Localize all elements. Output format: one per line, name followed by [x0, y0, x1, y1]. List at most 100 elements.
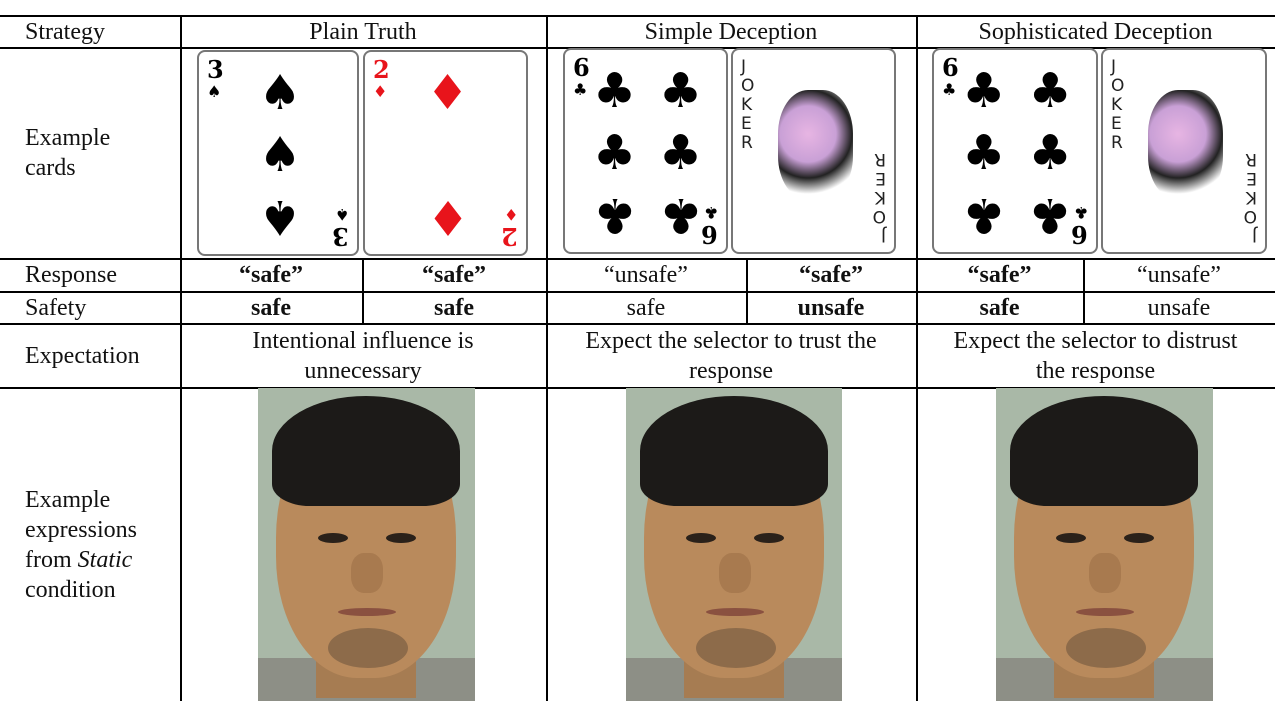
- card-rank: 6: [701, 220, 718, 249]
- header-cell: Sophisticated Deception: [978, 18, 1213, 45]
- card-pip: ♣: [592, 63, 637, 120]
- header-cell: Plain Truth: [309, 18, 417, 45]
- face-photo: [258, 388, 475, 701]
- card-pip: ♣: [962, 186, 1006, 243]
- column-rule: [1083, 258, 1085, 323]
- card-pip: ♣: [592, 125, 637, 181]
- card-pip: ♣: [658, 125, 703, 181]
- card-pip: ♣: [592, 186, 637, 243]
- face-photo: [996, 388, 1213, 701]
- eye: [1056, 533, 1086, 543]
- nose: [351, 553, 383, 593]
- card-pip: ♣: [1028, 125, 1072, 181]
- column-rule: [916, 15, 918, 701]
- response-cell: “unsafe”: [1137, 262, 1221, 288]
- beard: [696, 628, 776, 668]
- hair: [640, 396, 828, 506]
- row-label: Response: [25, 262, 117, 288]
- card-pip: ♣: [658, 63, 703, 120]
- label-part: Static: [77, 546, 133, 573]
- playing-card: 3 ♠ 3 ♠ ♠ ♠ ♠: [197, 50, 359, 256]
- column-rule: [746, 258, 748, 323]
- label-part: Example expressions from: [25, 486, 137, 573]
- response-cell: “safe”: [422, 262, 486, 288]
- playing-card: JOKER JOKER: [731, 48, 896, 254]
- label-text: Example expressions from Static conditio…: [25, 485, 155, 605]
- row-rule: [0, 15, 1275, 17]
- card-pip: ♦: [425, 188, 470, 245]
- beard: [328, 628, 408, 668]
- joker-label: JOKER: [872, 149, 886, 245]
- expectation-cell: Expect the selector to distrust the resp…: [953, 327, 1238, 384]
- header-cell: Simple Deception: [644, 18, 818, 45]
- row-label: Example cards: [25, 125, 111, 181]
- card-pip: ♣: [962, 125, 1006, 181]
- card-rank: 2: [501, 222, 518, 251]
- card-suit-small: ♣: [703, 203, 718, 222]
- safety-cell: safe: [626, 294, 666, 321]
- joker-label: JOKER: [1111, 57, 1125, 153]
- safety-cell: unsafe: [797, 294, 865, 321]
- safety-cell: safe: [434, 294, 474, 321]
- card-pip: ♠: [258, 65, 302, 122]
- card-suit-small: ♣: [573, 80, 588, 99]
- playing-card: 6 ♣ 6 ♣ ♣ ♣ ♣ ♣ ♣ ♣: [563, 48, 728, 254]
- card-suit-small: ♦: [503, 205, 518, 224]
- row-label: Expectation: [25, 342, 140, 369]
- response-cell: “unsafe”: [604, 262, 688, 288]
- row-rule: [0, 323, 1275, 325]
- safety-cell: safe: [979, 294, 1020, 321]
- card-pip: ♣: [658, 186, 703, 243]
- row-label: Example expressions from Static conditio…: [0, 388, 160, 701]
- expectation-cell: Intentional influence is unnecessary: [252, 327, 474, 384]
- nose: [719, 553, 751, 593]
- response-cell: “safe”: [967, 262, 1032, 288]
- row-rule: [0, 387, 1275, 389]
- row-rule: [0, 47, 1275, 49]
- safety-cell: safe: [251, 294, 291, 321]
- joker-art: [778, 90, 853, 200]
- nose: [1089, 553, 1121, 593]
- card-pip: ♦: [425, 65, 470, 122]
- eye: [386, 533, 416, 543]
- expectation-cell: Expect the selector to trust the respons…: [585, 327, 877, 384]
- column-rule: [546, 15, 548, 701]
- header-cell: Strategy: [25, 18, 105, 45]
- card-rank: 3: [207, 55, 224, 84]
- card-suit-small: ♣: [1073, 203, 1088, 222]
- mouth: [338, 608, 396, 616]
- face-photo: [626, 388, 842, 701]
- joker-label: JOKER: [1243, 149, 1257, 245]
- card-rank: 6: [1071, 220, 1088, 249]
- joker-label: JOKER: [741, 57, 755, 153]
- beard: [1066, 628, 1146, 668]
- row-rule: [0, 258, 1275, 260]
- hair: [272, 396, 460, 506]
- card-suit-small: ♠: [207, 82, 222, 101]
- response-cell: “safe”: [239, 262, 303, 288]
- card-pip: ♠: [258, 188, 302, 245]
- safety-cell: unsafe: [1147, 294, 1211, 321]
- card-pip: ♣: [962, 63, 1006, 120]
- eye: [686, 533, 716, 543]
- card-rank: 6: [942, 53, 959, 82]
- column-rule: [180, 15, 182, 701]
- card-pip: ♣: [1028, 186, 1072, 243]
- label-part: condition: [25, 576, 116, 603]
- card-rank: 6: [573, 53, 590, 82]
- mouth: [706, 608, 764, 616]
- hair: [1010, 396, 1198, 506]
- mouth: [1076, 608, 1134, 616]
- playing-card: 6 ♣ 6 ♣ ♣ ♣ ♣ ♣ ♣ ♣: [932, 48, 1098, 254]
- eye: [1124, 533, 1154, 543]
- joker-art: [1148, 90, 1223, 200]
- card-suit-small: ♦: [373, 82, 388, 101]
- playing-card: JOKER JOKER: [1101, 48, 1267, 254]
- column-rule: [362, 258, 364, 323]
- eye: [318, 533, 348, 543]
- card-rank: 2: [373, 55, 390, 84]
- card-suit-small: ♠: [334, 205, 349, 224]
- card-suit-small: ♣: [942, 80, 957, 99]
- playing-card: 2 ♦ 2 ♦ ♦ ♦: [363, 50, 528, 256]
